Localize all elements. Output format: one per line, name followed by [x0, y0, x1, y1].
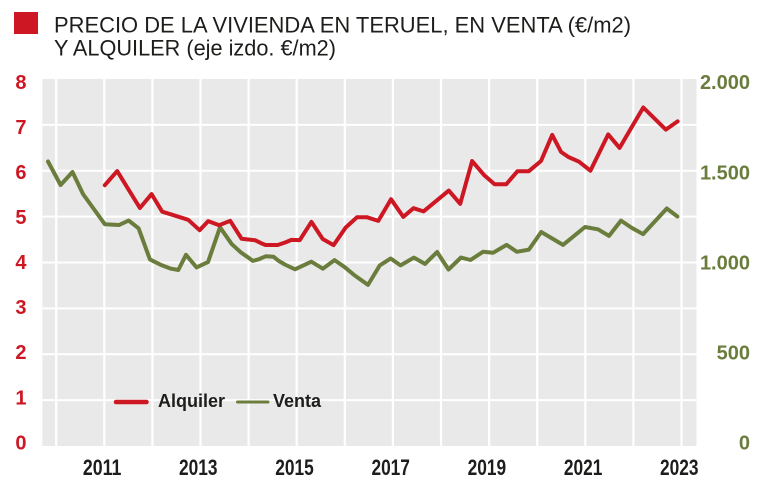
svg-text:2021: 2021 [564, 455, 603, 480]
svg-text:5: 5 [15, 207, 26, 229]
svg-text:6: 6 [15, 162, 26, 184]
svg-text:2.000: 2.000 [700, 72, 750, 94]
svg-text:3: 3 [15, 297, 26, 319]
svg-text:2023: 2023 [660, 455, 699, 480]
svg-text:4: 4 [15, 252, 27, 274]
svg-text:2011: 2011 [83, 455, 122, 480]
svg-text:PRECIO DE LA VIVIENDA EN TERUE: PRECIO DE LA VIVIENDA EN TERUEL, EN VENT… [54, 13, 631, 38]
svg-text:1.500: 1.500 [700, 162, 750, 184]
svg-text:2013: 2013 [179, 455, 218, 480]
svg-text:0: 0 [739, 433, 750, 455]
svg-text:Alquiler: Alquiler [158, 391, 225, 411]
svg-text:1.000: 1.000 [700, 252, 750, 274]
svg-text:8: 8 [15, 72, 26, 94]
svg-text:7: 7 [15, 117, 26, 139]
svg-text:2: 2 [15, 342, 26, 364]
svg-text:1: 1 [15, 387, 26, 409]
svg-text:Y ALQUILER (eje izdo. €/m2): Y ALQUILER (eje izdo. €/m2) [54, 35, 336, 60]
svg-text:Venta: Venta [273, 391, 322, 411]
svg-text:2015: 2015 [275, 455, 314, 480]
svg-text:2019: 2019 [468, 455, 507, 480]
svg-text:500: 500 [717, 343, 750, 365]
svg-text:2017: 2017 [371, 455, 410, 480]
svg-text:0: 0 [15, 433, 26, 455]
